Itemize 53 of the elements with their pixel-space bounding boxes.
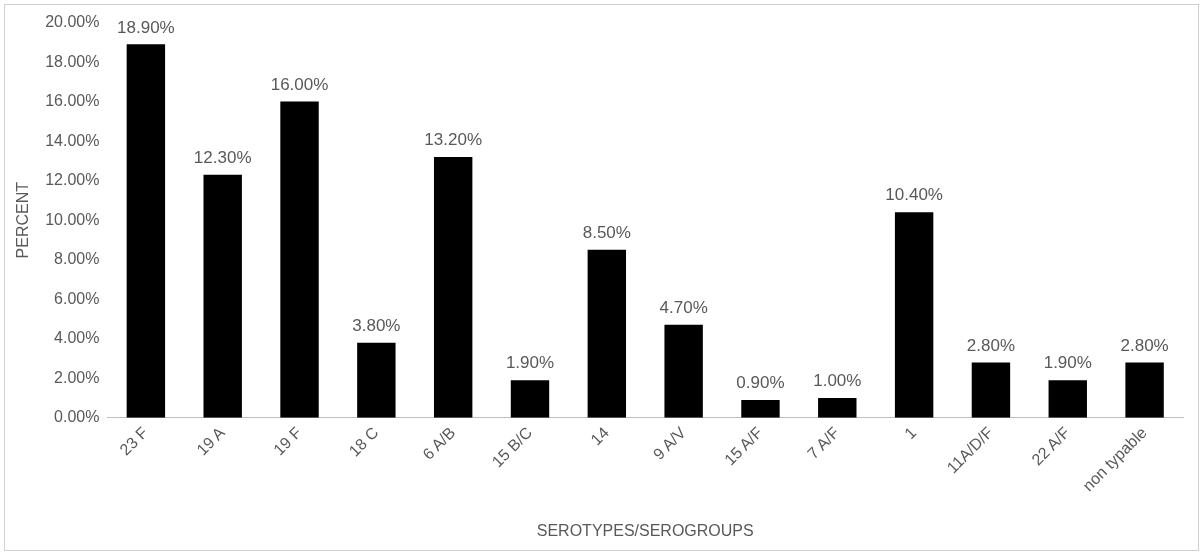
data-label: 13.20% (424, 130, 483, 150)
data-label: 3.80% (352, 315, 401, 335)
x-tick-label: 7 A/F (804, 423, 843, 463)
bar (126, 44, 166, 418)
bar (280, 101, 319, 418)
x-axis-title: SEROTYPES/SEROGROUPS (536, 521, 754, 539)
y-tick-label: 6.00% (54, 289, 100, 307)
bar (510, 380, 550, 418)
bar (741, 399, 780, 418)
bar (357, 342, 396, 418)
y-tick-label: 20.00% (45, 13, 100, 31)
y-tick-label: 4.00% (54, 329, 100, 347)
bar (433, 156, 473, 418)
y-tick-label: 0.00% (54, 408, 100, 426)
bar (894, 212, 934, 418)
x-tick-label: 6 A/B (419, 423, 459, 463)
x-tick-label: 14 (587, 423, 613, 449)
x-tick-label: 15 A/F (720, 423, 766, 469)
x-tick-label: 19 F (270, 423, 305, 459)
data-label: 2.80% (966, 335, 1016, 355)
y-tick-label: 14.00% (45, 131, 100, 149)
data-label: 2.80% (1120, 335, 1169, 355)
data-label: 1.90% (1043, 353, 1092, 373)
x-tick-label: 19 A (193, 423, 229, 459)
x-tick-label: 23 F (116, 423, 152, 459)
bar (818, 397, 857, 418)
x-tick-label: 1 (901, 423, 920, 443)
data-label: 4.70% (659, 298, 708, 318)
bar (203, 174, 242, 418)
x-tick-label: 18 C (345, 423, 382, 460)
bar (971, 362, 1011, 418)
data-label: 1.90% (505, 353, 555, 373)
x-tick-label: 15 B/C (488, 423, 536, 471)
data-label: 12.30% (193, 147, 252, 167)
bar (587, 249, 627, 418)
data-label: 16.00% (270, 74, 329, 94)
data-label: 8.50% (582, 222, 631, 242)
y-tick-label: 16.00% (45, 92, 100, 110)
data-label: 10.40% (885, 185, 943, 205)
y-tick-label: 18.00% (45, 52, 100, 70)
y-tick-label: 2.00% (54, 368, 100, 386)
y-tick-label: 12.00% (45, 171, 100, 189)
data-label: 1.00% (813, 371, 862, 391)
y-tick-label: 8.00% (54, 250, 100, 268)
bar (1048, 380, 1087, 418)
y-axis-title: PERCENT (14, 181, 32, 259)
bar (1125, 362, 1164, 418)
x-tick-label: 9 A/V (649, 423, 690, 463)
bar (664, 324, 703, 418)
x-tick-label: 22 A/F (1028, 423, 1074, 469)
y-tick-label: 10.00% (45, 210, 100, 228)
data-label: 18.90% (117, 17, 175, 37)
data-label: 0.90% (736, 373, 785, 393)
